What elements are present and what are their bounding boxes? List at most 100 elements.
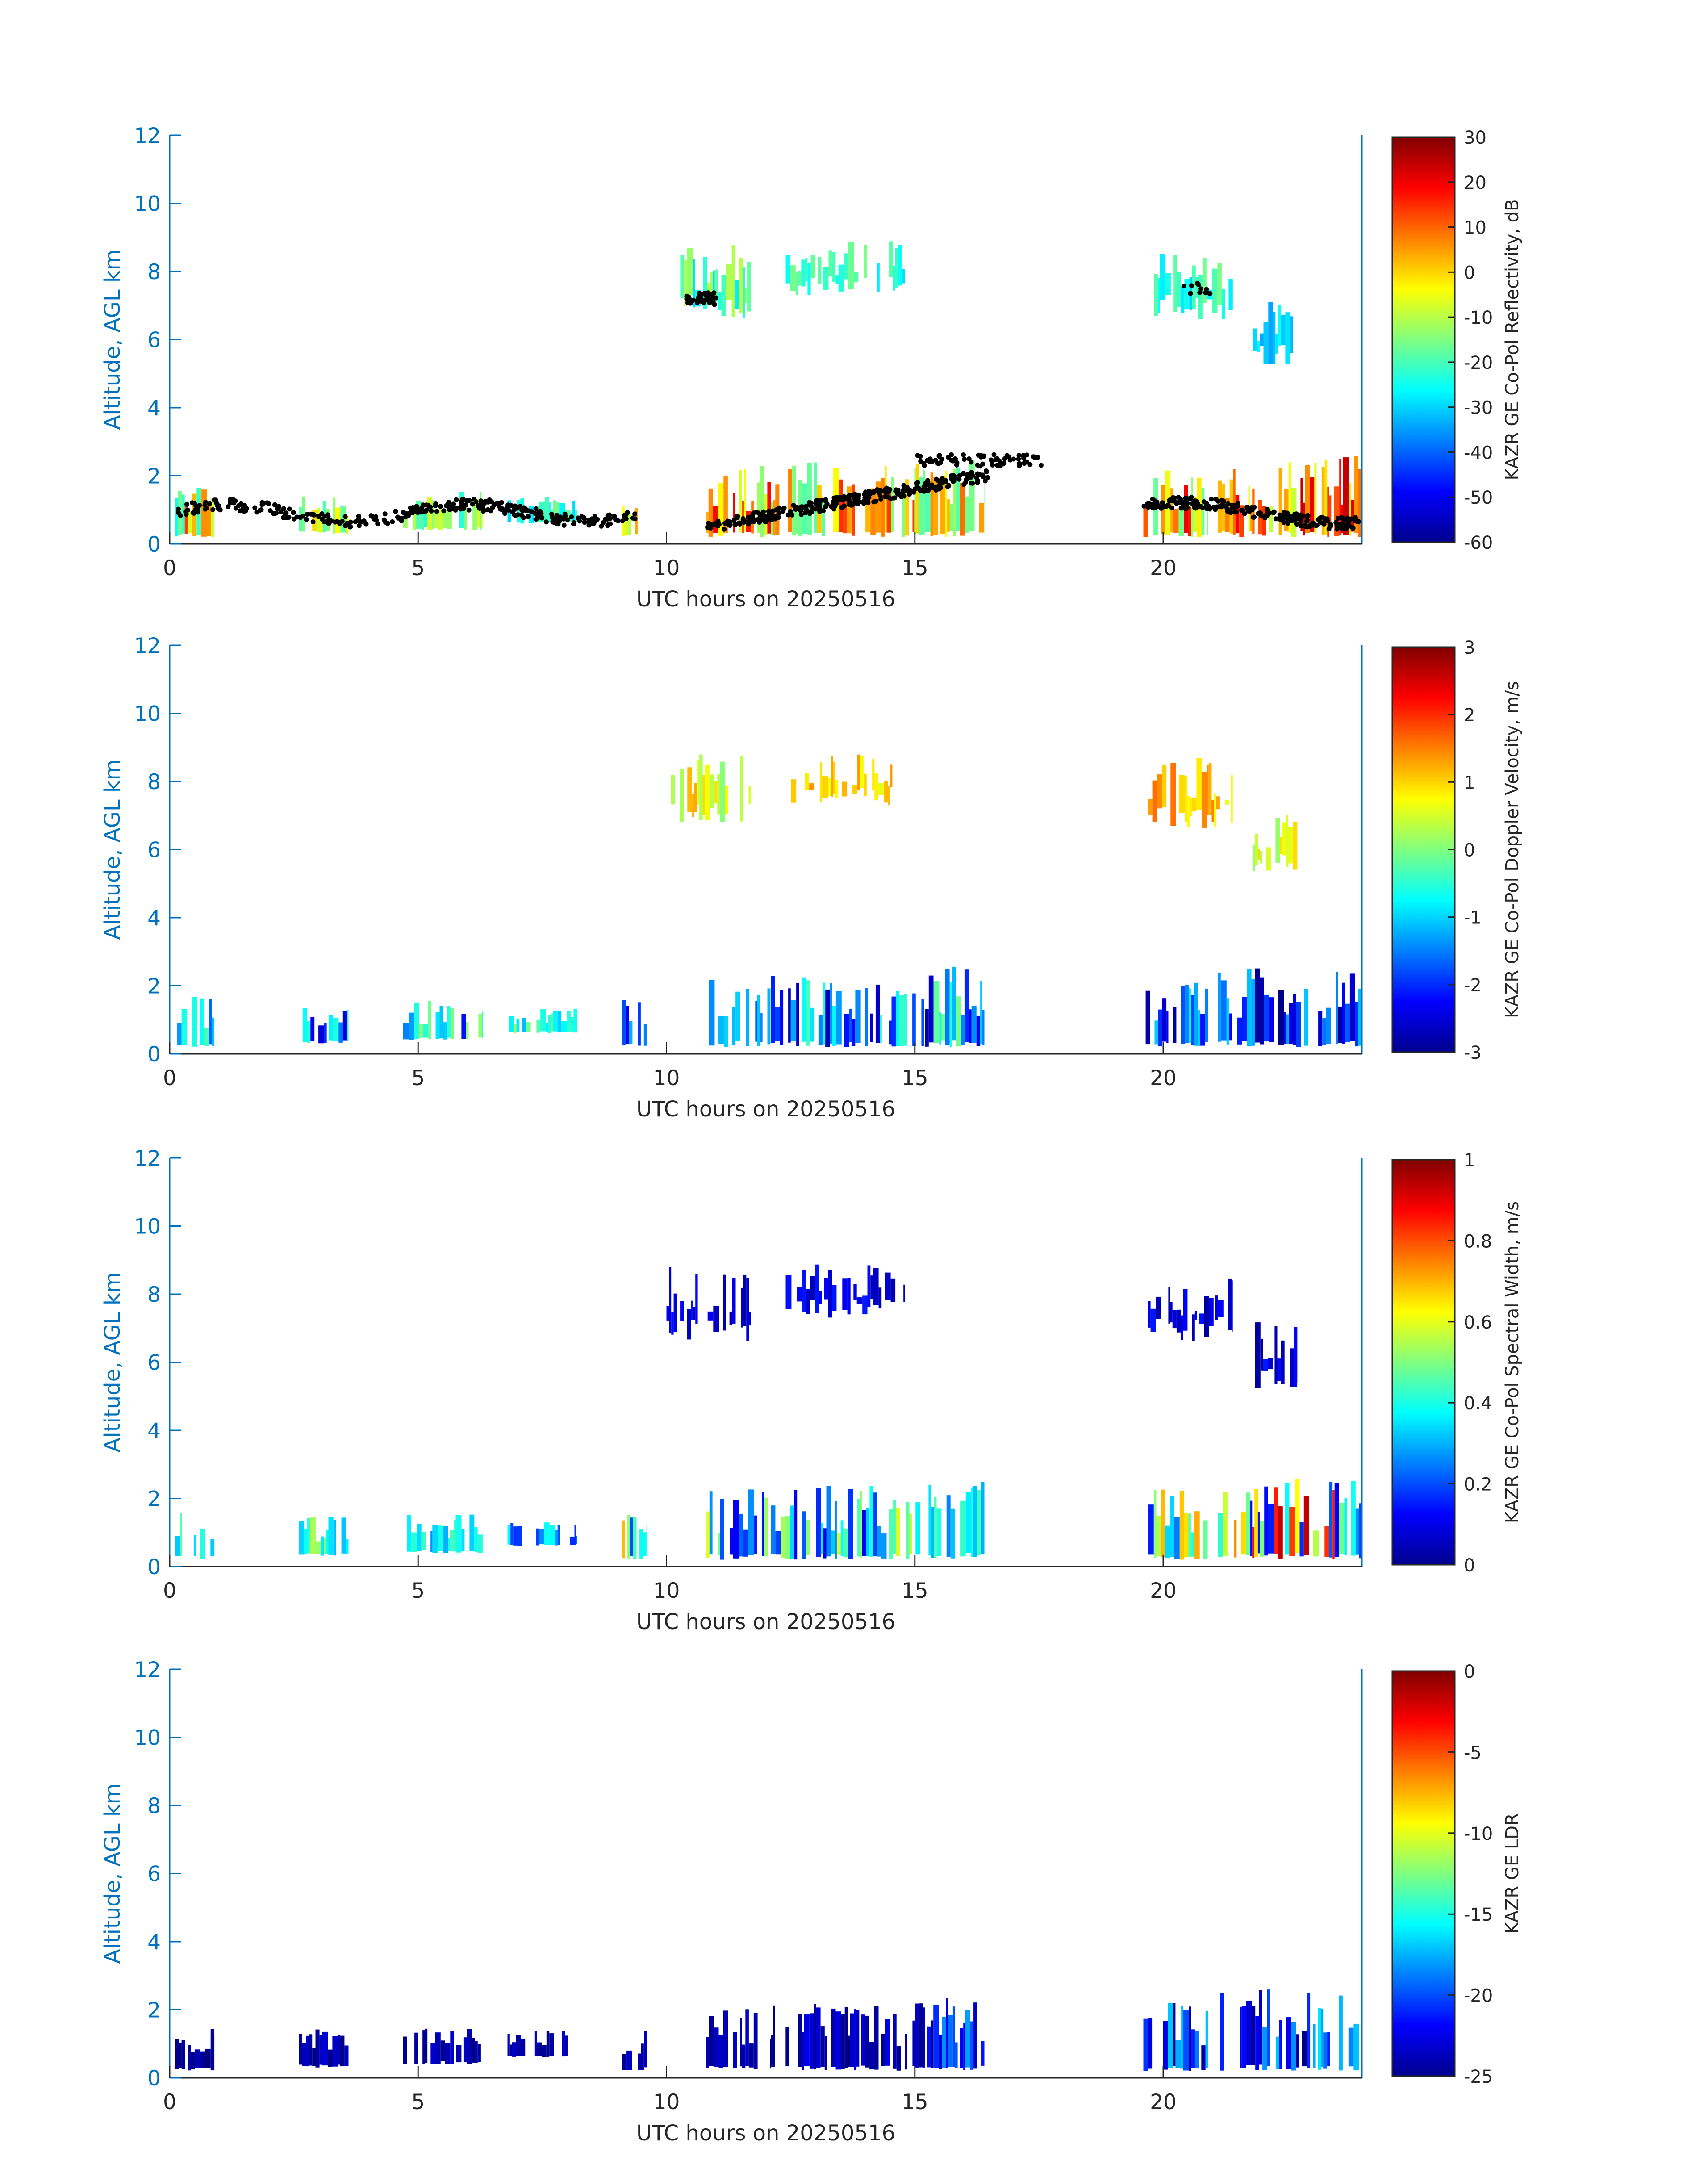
echo-column (1204, 1296, 1209, 1337)
echo-column (1185, 776, 1188, 823)
cloud-base-point (358, 519, 363, 524)
echo-column (746, 989, 749, 1046)
echo-column (973, 2002, 977, 2069)
echo-column (852, 785, 857, 794)
echo-column (923, 2007, 925, 2068)
echo-column (315, 2029, 320, 2068)
echo-column (977, 1490, 981, 1555)
echo-column (775, 1531, 781, 1555)
echo-column (507, 2034, 510, 2056)
echo-column (831, 756, 833, 797)
echo-column (1145, 990, 1150, 1045)
cloud-base-point (441, 508, 447, 514)
x-tick-label: 5 (411, 1066, 425, 1091)
echo-column (853, 1284, 857, 1300)
echo-column (450, 1530, 454, 1552)
echo-column (633, 1517, 637, 1559)
echo-column (687, 248, 693, 296)
echo-column (669, 1267, 672, 1333)
echo-column (797, 1287, 802, 1302)
echo-column (1195, 2031, 1199, 2069)
x-tick-label: 5 (411, 556, 425, 581)
cloud-base-point (1162, 504, 1168, 509)
cloud-base-point (791, 503, 796, 508)
cloud-base-point (929, 483, 934, 488)
echo-column (1296, 1002, 1301, 1047)
echo-column (723, 2010, 728, 2067)
echo-column (1329, 495, 1332, 531)
echo-column (905, 2034, 907, 2070)
cloud-base-point (562, 511, 568, 517)
echo-column (414, 1002, 419, 1039)
cloud-base-point (493, 501, 499, 507)
echo-column (557, 1011, 562, 1032)
echo-column (1221, 288, 1225, 319)
cloud-base-point (467, 498, 472, 503)
cloud-base-point (952, 474, 957, 479)
echo-column (888, 786, 890, 806)
cloud-base-point (725, 518, 731, 524)
echo-column (835, 780, 839, 798)
echo-column (1252, 1527, 1255, 1558)
cloud-base-point (329, 518, 334, 524)
echo-column (435, 1012, 440, 1039)
cloud-base-point (734, 514, 739, 519)
colorbar-tick-label: -20 (1464, 1986, 1493, 2006)
cloud-base-point (337, 521, 342, 526)
echo-column (854, 2009, 856, 2070)
echo-column (467, 2029, 472, 2064)
cloud-base-point (866, 495, 872, 500)
cloud-base-point (267, 508, 273, 513)
echo-column (328, 2049, 333, 2067)
echo-column (1211, 800, 1214, 822)
echo-column (754, 1515, 757, 1554)
echo-column (1173, 1007, 1177, 1043)
cloud-base-point (1024, 452, 1029, 458)
cloud-base-point (852, 491, 857, 497)
colorbar-tick-label: 1 (1464, 1150, 1475, 1171)
cloud-base-point (513, 506, 518, 512)
echo-column (796, 982, 799, 1046)
echo-column (945, 470, 948, 537)
cloud-base-point (1257, 510, 1263, 515)
echo-column (946, 1998, 948, 2068)
cloud-base-point (614, 518, 620, 523)
echo-column (906, 1502, 910, 1559)
echo-column (1293, 822, 1298, 870)
echo-column (705, 764, 710, 820)
echo-column (546, 1023, 548, 1032)
echo-column (439, 1006, 443, 1038)
cloud-base-point (1207, 291, 1213, 296)
echo-column (1349, 973, 1355, 1041)
cloud-base-point (746, 522, 751, 527)
echo-column (443, 1526, 448, 1553)
x-tick-label: 0 (163, 1066, 176, 1091)
echo-column (890, 1278, 896, 1302)
echo-column (718, 292, 722, 310)
echo-column (1148, 2018, 1153, 2069)
echo-column (961, 1015, 965, 1045)
cloud-base-point (763, 517, 768, 522)
echo-column (630, 1517, 633, 1556)
echo-column (306, 2035, 309, 2067)
echo-column (1253, 844, 1255, 871)
echo-column (302, 1008, 307, 1042)
colorbar-tick-label: -15 (1464, 1905, 1493, 1925)
echo-column (472, 501, 478, 530)
echo-column (965, 2010, 970, 2068)
echo-column (838, 264, 844, 292)
echo-column (1232, 1280, 1233, 1332)
echo-column (771, 2035, 773, 2067)
echo-column (735, 280, 739, 309)
echo-column (780, 990, 784, 1045)
cloud-base-point (257, 508, 263, 513)
cloud-base-point (414, 504, 419, 509)
echo-column (1148, 799, 1153, 815)
echo-column (1280, 837, 1282, 854)
echo-column (200, 1528, 205, 1559)
echo-column (953, 468, 956, 536)
cloud-base-point (852, 497, 858, 502)
echo-column (1310, 477, 1315, 532)
echo-column (801, 259, 806, 287)
